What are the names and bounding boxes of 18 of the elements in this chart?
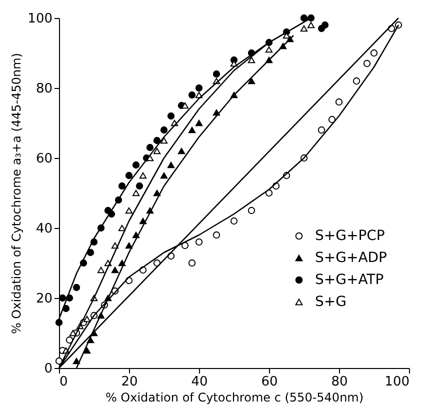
y-axis-title: % Oxidation of Cytochrome a₃+a (445-450nm)	[10, 52, 24, 334]
legend-label: S+G+PCP	[315, 228, 385, 244]
x-tick-label: 80	[331, 374, 348, 390]
y-tick-label: 100	[28, 12, 52, 26]
y-tick-label: 40	[36, 222, 52, 236]
x-tick-label: 20	[121, 374, 138, 390]
y-tick-label: 20	[36, 292, 52, 306]
x-axis-title: % Oxidation of Cytochrome c (550-540nm)	[105, 390, 364, 404]
x-tick-label: 100	[384, 374, 410, 390]
legend-label: S+G	[315, 294, 346, 310]
x-tick-label: 60	[261, 374, 278, 390]
legend-label: S+G+ADP	[315, 250, 387, 266]
y-tick-label: 60	[36, 152, 52, 166]
x-tick-label: 40	[191, 374, 208, 390]
y-tick-label: 80	[36, 82, 52, 96]
y-tick-label: 0	[44, 362, 52, 376]
x-tick-label: 0	[60, 374, 68, 390]
legend-label: S+G+ATP	[315, 272, 384, 288]
